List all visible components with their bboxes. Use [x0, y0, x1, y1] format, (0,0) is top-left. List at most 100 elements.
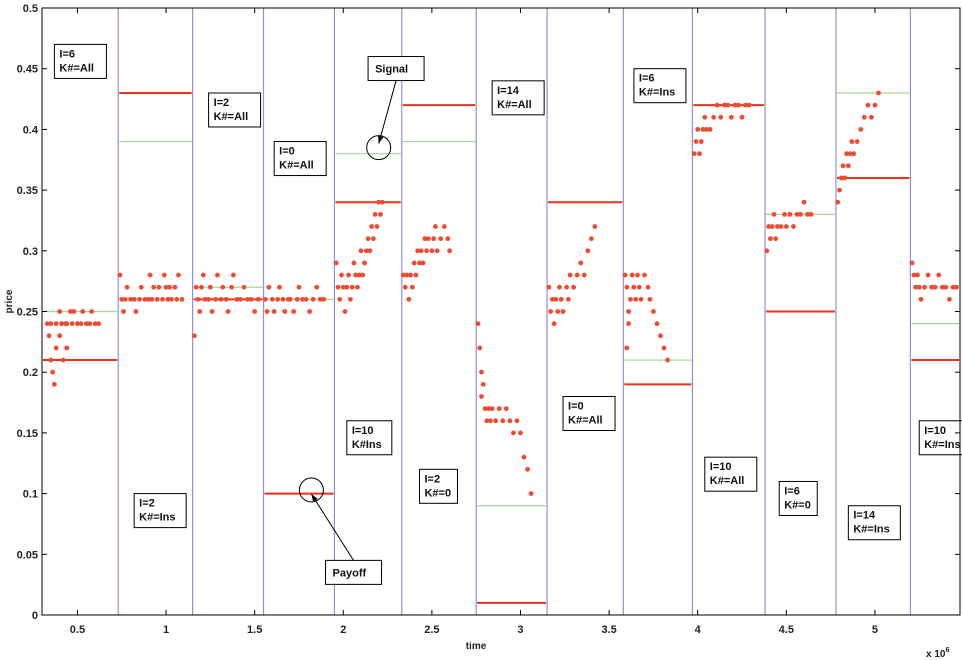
trade-point — [766, 224, 772, 229]
trade-point — [651, 309, 656, 314]
trade-point — [868, 114, 874, 120]
trade-point — [358, 248, 364, 254]
x-tick-label: 4.5 — [779, 624, 794, 636]
trade-point — [489, 406, 495, 412]
trade-point — [409, 284, 415, 290]
trade-point — [367, 248, 373, 254]
trade-point — [743, 102, 748, 108]
period-label-frame — [847, 505, 901, 541]
trade-point — [521, 454, 527, 460]
trade-point — [622, 272, 628, 278]
trade-point — [936, 272, 942, 278]
trade-point — [179, 296, 185, 302]
trade-point — [60, 357, 66, 363]
trade-point — [262, 296, 268, 302]
trade-point — [769, 224, 775, 229]
trade-point — [638, 296, 644, 302]
trade-point — [294, 296, 300, 302]
trade-point — [161, 272, 167, 278]
trade-point — [124, 284, 130, 290]
period-label-box: I=6 K#=All — [53, 43, 107, 79]
trade-point — [642, 272, 647, 278]
trade-point — [861, 114, 867, 120]
trade-point — [238, 296, 243, 302]
period-label-text: I=10 — [710, 461, 732, 473]
trade-point — [401, 272, 406, 278]
trade-point — [296, 284, 302, 290]
period-label-text: K#=All — [214, 111, 249, 123]
period-label-text: K#=All — [279, 160, 314, 172]
trade-point — [840, 163, 846, 169]
trade-point — [551, 321, 557, 327]
period-label-box: I=0 K#=All — [273, 141, 327, 177]
trade-point — [939, 284, 945, 290]
trade-point — [339, 272, 344, 278]
trade-point — [200, 272, 206, 278]
trade-point — [647, 296, 653, 302]
trade-point — [360, 272, 366, 278]
trade-point — [479, 394, 484, 399]
trade-point — [484, 418, 490, 424]
trade-point — [876, 90, 881, 96]
trade-point — [486, 406, 491, 412]
trade-point — [209, 309, 215, 314]
trade-point — [477, 345, 483, 351]
period-label-box: I=6 K#=Ins — [633, 68, 687, 104]
trade-point — [307, 309, 313, 314]
period-label-box: I=2 K#=0 — [418, 468, 458, 504]
period-label-frame — [53, 43, 107, 79]
trade-point — [314, 284, 320, 290]
trade-point — [300, 296, 305, 302]
trade-point — [707, 126, 713, 132]
trade-point — [635, 272, 640, 278]
trade-point — [578, 260, 584, 266]
trade-point — [404, 272, 410, 278]
period-label-box: I=2 K#=All — [208, 92, 262, 128]
trade-point — [718, 114, 724, 120]
trade-point — [174, 296, 180, 302]
trade-point — [791, 224, 796, 229]
trade-point — [89, 309, 95, 314]
period-label-text: I=10 — [352, 425, 374, 437]
trade-point — [46, 333, 52, 339]
y-tick-label: 0.35 — [17, 185, 38, 197]
trade-point — [658, 333, 663, 339]
trade-point — [149, 296, 155, 302]
trade-point — [858, 126, 864, 132]
trade-point — [415, 248, 421, 254]
trade-point — [909, 260, 915, 266]
period-label-frame — [562, 395, 616, 431]
trade-point — [564, 284, 569, 290]
annotation-circle — [298, 477, 324, 503]
y-tick-label: 0.4 — [23, 124, 39, 136]
x-tick-label: 4 — [695, 624, 702, 636]
trade-point — [557, 284, 562, 290]
trade-point — [946, 296, 952, 302]
trade-point — [192, 333, 197, 339]
period-label-frame — [778, 480, 818, 516]
trade-point — [950, 284, 956, 290]
trade-point — [872, 102, 878, 108]
trade-point — [425, 236, 431, 242]
y-tick-label: 0.3 — [23, 246, 38, 258]
trade-point — [549, 296, 555, 302]
trade-point — [778, 224, 784, 229]
period-label-box: I=10 K#Ins — [346, 420, 393, 456]
trade-point — [44, 321, 50, 327]
trade-point — [915, 272, 920, 278]
trade-point — [922, 284, 927, 290]
period-label-frame — [133, 493, 187, 529]
trade-point — [151, 284, 157, 290]
trade-point — [96, 321, 102, 327]
trade-point — [500, 418, 506, 424]
trade-point — [746, 102, 752, 108]
trade-point — [303, 296, 309, 302]
arrow-head — [378, 135, 384, 144]
x-tick-label: 5 — [872, 624, 878, 636]
trade-point — [48, 321, 54, 327]
trade-point — [665, 357, 670, 363]
trade-point — [176, 272, 181, 278]
trade-point — [128, 296, 134, 302]
trade-point — [362, 260, 367, 266]
period-labels: I=6K#=AllI=2K#=InsI=2K#=AllI=0K#=AllI=10… — [53, 43, 962, 541]
